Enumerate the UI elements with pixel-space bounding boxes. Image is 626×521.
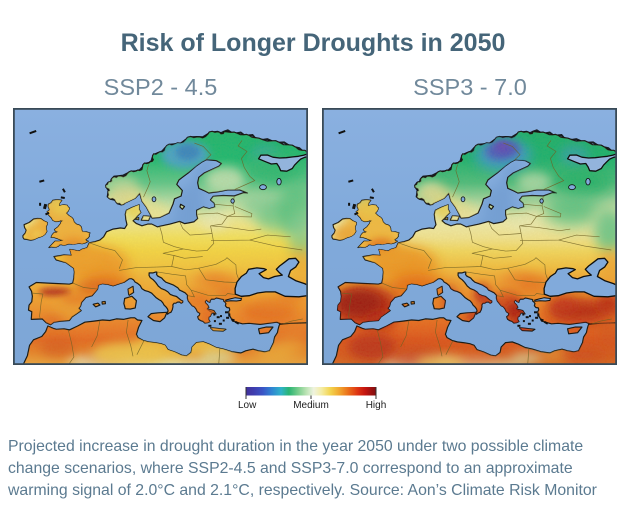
svg-text:Medium: Medium bbox=[293, 400, 329, 411]
svg-text:High: High bbox=[366, 400, 387, 411]
svg-text:Low: Low bbox=[238, 400, 257, 411]
